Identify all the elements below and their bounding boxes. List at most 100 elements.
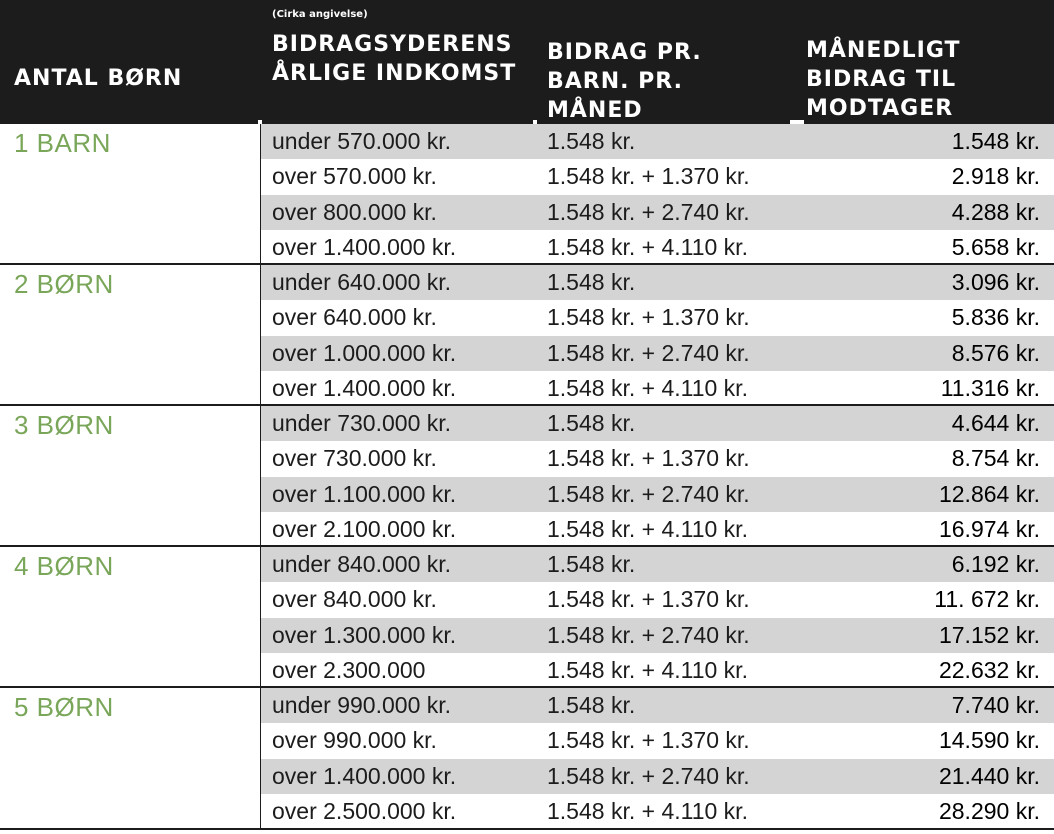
child-group: 2 BØRN under 640.000 kr. 1.548 kr. 3.096 kr…: [0, 265, 1054, 406]
income-cell: under 570.000 kr.: [272, 128, 452, 154]
per-child-cell: 1.548 kr. + 1.370 kr.: [547, 445, 750, 472]
group-label: 4 BØRN: [14, 551, 114, 581]
group-label: 2 BØRN: [14, 269, 114, 299]
monthly-total-cell: 3.096 kr.: [951, 269, 1040, 295]
monthly-total-cell: 14.590 kr.: [938, 727, 1040, 754]
per-child-cell: 1.548 kr.: [547, 410, 636, 436]
table-row: over 840.000 kr. 1.548 kr. + 1.370 kr. 11.…: [261, 582, 1054, 617]
monthly-total-cell: 21.440 kr.: [938, 762, 1040, 789]
per-child-cell: 1.548 kr. + 4.110 kr.: [547, 515, 748, 542]
child-group: 5 BØRN under 990.000 kr. 1.548 kr. 7.740 kr…: [0, 688, 1054, 830]
table-row: under 640.000 kr. 1.548 kr. 3.096 kr.: [261, 265, 1054, 300]
per-child-cell: 1.548 kr. + 4.110 kr.: [547, 233, 748, 260]
income-cell: over 2.100.000 kr.: [272, 515, 457, 542]
income-cell: over 1.100.000 kr.: [272, 480, 457, 507]
column-divider: [260, 124, 261, 265]
per-child-cell: 1.548 kr. + 4.110 kr.: [547, 797, 748, 824]
income-cell: under 840.000 kr.: [272, 551, 452, 577]
monthly-total-cell: 1.548 kr.: [951, 128, 1040, 154]
monthly-total-cell: 11. 672 kr.: [934, 586, 1040, 613]
income-cell: under 730.000 kr.: [272, 410, 452, 436]
header-divider: [533, 120, 537, 124]
header-divider: [258, 120, 262, 124]
monthly-total-cell: 4.288 kr.: [951, 198, 1040, 225]
income-cell: over 2.300.000: [272, 656, 426, 683]
income-cell: over 1.300.000 kr.: [272, 621, 457, 648]
table-row: under 570.000 kr. 1.548 kr. 1.548 kr.: [261, 124, 1054, 159]
per-child-cell: 1.548 kr. + 1.370 kr.: [547, 304, 750, 331]
table-row: over 1.400.000 kr. 1.548 kr. + 4.110 kr. 1…: [261, 371, 1054, 406]
column-divider: [260, 265, 261, 406]
income-cell: over 1.400.000 kr.: [272, 233, 457, 260]
monthly-total-cell: 17.152 kr.: [938, 621, 1040, 648]
monthly-total-cell: 8.576 kr.: [951, 339, 1040, 366]
income-cell: over 570.000 kr.: [272, 163, 437, 190]
table-row: under 990.000 kr. 1.548 kr. 7.740 kr.: [261, 688, 1054, 723]
header-divider: [790, 120, 804, 124]
monthly-total-cell: 11.316 kr.: [940, 374, 1040, 401]
per-child-cell: 1.548 kr. + 4.110 kr.: [547, 656, 748, 683]
monthly-total-cell: 16.974 kr.: [938, 515, 1040, 542]
per-child-cell: 1.548 kr. + 2.740 kr.: [547, 621, 750, 648]
per-child-cell: 1.548 kr.: [547, 269, 636, 295]
monthly-total-cell: 5.836 kr.: [951, 304, 1040, 331]
header-income-note: (Cirka angivelse): [272, 9, 368, 20]
per-child-cell: 1.548 kr. + 1.370 kr.: [547, 586, 750, 613]
per-child-cell: 1.548 kr.: [547, 692, 636, 718]
per-child-cell: 1.548 kr. + 1.370 kr.: [547, 163, 750, 190]
per-child-cell: 1.548 kr. + 4.110 kr.: [547, 374, 748, 401]
header-income: BIDRAGSYDERENS ÅRLIGE INDKOMST: [272, 32, 517, 86]
group-label: 3 BØRN: [14, 410, 114, 440]
table-row: over 1.000.000 kr. 1.548 kr. + 2.740 kr. 8…: [261, 335, 1054, 371]
child-group: 4 BØRN under 840.000 kr. 1.548 kr. 6.192 kr…: [0, 547, 1054, 688]
income-cell: over 1.000.000 kr.: [272, 339, 457, 366]
column-divider: [260, 688, 261, 830]
monthly-total-cell: 28.290 kr.: [938, 797, 1040, 824]
child-group: 3 BØRN under 730.000 kr. 1.548 kr. 4.644 kr…: [0, 406, 1054, 547]
header-monthly-total: MÅNEDLIGT BIDRAG TIL MODTAGER: [806, 38, 961, 121]
income-cell: under 640.000 kr.: [272, 269, 452, 295]
table-row: over 570.000 kr. 1.548 kr. + 1.370 kr. 2.9…: [261, 159, 1054, 194]
monthly-total-cell: 6.192 kr.: [951, 551, 1040, 577]
monthly-total-cell: 22.632 kr.: [938, 656, 1040, 683]
income-cell: over 730.000 kr.: [272, 445, 437, 472]
monthly-total-cell: 7.740 kr.: [951, 692, 1040, 718]
per-child-cell: 1.548 kr.: [547, 128, 636, 154]
group-label: 5 BØRN: [14, 692, 114, 722]
per-child-cell: 1.548 kr. + 2.740 kr.: [547, 480, 750, 507]
income-cell: over 1.400.000 kr.: [272, 374, 457, 401]
table-row: under 730.000 kr. 1.548 kr. 4.644 kr.: [261, 406, 1054, 441]
per-child-cell: 1.548 kr.: [547, 551, 636, 577]
per-child-cell: 1.548 kr. + 1.370 kr.: [547, 727, 750, 754]
table-row: over 1.400.000 kr. 1.548 kr. + 2.740 kr. 2…: [261, 758, 1054, 794]
monthly-total-cell: 8.754 kr.: [951, 445, 1040, 472]
group-label: 1 BARN: [14, 128, 111, 158]
table-header: ANTAL BØRN (Cirka angivelse) BIDRAGSYDER…: [0, 0, 1054, 124]
table-row: over 1.400.000 kr. 1.548 kr. + 4.110 kr. 5…: [261, 230, 1054, 265]
per-child-cell: 1.548 kr. + 2.740 kr.: [547, 762, 750, 789]
income-cell: under 990.000 kr.: [272, 692, 452, 718]
income-cell: over 1.400.000 kr.: [272, 762, 457, 789]
income-cell: over 990.000 kr.: [272, 727, 437, 754]
header-antal-born: ANTAL BØRN: [14, 66, 183, 91]
table-row: over 800.000 kr. 1.548 kr. + 2.740 kr. 4.2…: [261, 194, 1054, 230]
column-divider: [260, 406, 261, 547]
table-row: over 1.300.000 kr. 1.548 kr. + 2.740 kr. 1…: [261, 617, 1054, 653]
table-row: over 2.500.000 kr. 1.548 kr. + 4.110 kr. 2…: [261, 794, 1054, 829]
monthly-total-cell: 4.644 kr.: [951, 410, 1040, 436]
income-cell: over 2.500.000 kr.: [272, 797, 457, 824]
contribution-table: 1 BARN under 570.000 kr. 1.548 kr. 1.548 kr…: [0, 124, 1054, 830]
monthly-total-cell: 2.918 kr.: [951, 163, 1040, 190]
monthly-total-cell: 5.658 kr.: [951, 233, 1040, 260]
header-per-child: BIDRAG PR. BARN. PR. MÅNED: [547, 40, 702, 123]
table-row: under 840.000 kr. 1.548 kr. 6.192 kr.: [261, 547, 1054, 582]
per-child-cell: 1.548 kr. + 2.740 kr.: [547, 198, 750, 225]
per-child-cell: 1.548 kr. + 2.740 kr.: [547, 339, 750, 366]
table-row: over 2.300.000 1.548 kr. + 4.110 kr. 22.63…: [261, 653, 1054, 688]
table-row: over 2.100.000 kr. 1.548 kr. + 4.110 kr. 1…: [261, 512, 1054, 547]
monthly-total-cell: 12.864 kr.: [938, 480, 1040, 507]
income-cell: over 640.000 kr.: [272, 304, 437, 331]
income-cell: over 840.000 kr.: [272, 586, 437, 613]
table-row: over 640.000 kr. 1.548 kr. + 1.370 kr. 5.8…: [261, 300, 1054, 335]
income-cell: over 800.000 kr.: [272, 198, 437, 225]
